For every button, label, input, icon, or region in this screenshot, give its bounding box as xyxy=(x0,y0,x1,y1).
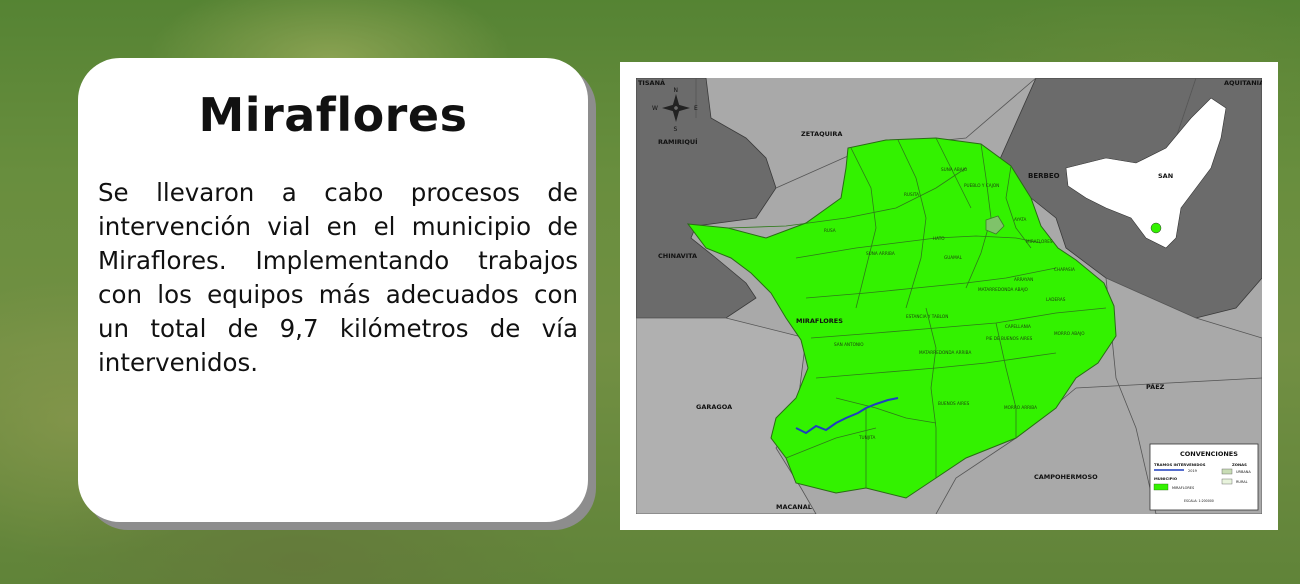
label-campohermoso: CAMPOHERMOSO xyxy=(1034,473,1098,481)
vereda-label: RUSITA xyxy=(904,192,919,197)
label-paez: PÁEZ xyxy=(1146,382,1165,391)
vereda-label: MATARREDONDA ABAJO xyxy=(978,287,1029,292)
map-legend: CONVENCIONES TRAMOS INTERVENIDOS 2019 ZO… xyxy=(1149,443,1259,511)
label-berbeo: BERBEO xyxy=(1028,172,1060,180)
inset-highlight xyxy=(1150,222,1162,234)
legend-year: 2019 xyxy=(1188,469,1197,473)
legend-zonas-label: ZONAS xyxy=(1232,462,1247,467)
vereda-label: TUNJITA xyxy=(858,435,875,440)
legend-rural: RURAL xyxy=(1236,480,1248,484)
compass-w-label: W xyxy=(652,105,658,112)
inset-department-map xyxy=(1065,97,1227,249)
vereda-label: PIE DE BUENOS AIRES xyxy=(986,336,1033,341)
vereda-label: SAN ANTONIO xyxy=(834,342,864,347)
vereda-label: MATARREDONDA ARRIBA xyxy=(919,350,972,355)
card-description: Se llevaron a cabo procesos de intervenc… xyxy=(98,178,578,377)
urban-zone xyxy=(985,215,1005,235)
vereda-label: MIRAFLORES xyxy=(1026,239,1053,244)
label-garagoa: GARAGOA xyxy=(696,403,732,411)
vereda-label: PUEBLO Y CAJON xyxy=(964,183,999,188)
legend-urbana: URBANA xyxy=(1236,470,1251,474)
compass-n-label: N xyxy=(674,87,679,94)
vereda-label: RUSA xyxy=(824,228,836,233)
boundary-line xyxy=(1075,377,1262,389)
vereda-label: MORRO ABAJO xyxy=(1054,331,1085,336)
compass-s-label: S xyxy=(674,126,678,133)
vereda-label: MORRO ARRIBA xyxy=(1004,405,1037,410)
legend-miraflores: MIRAFLORES xyxy=(1172,486,1195,490)
label-chinavita: CHINAVITA xyxy=(658,252,697,260)
vereda-boundaries xyxy=(727,137,1107,488)
label-macanal: MACANAL xyxy=(776,503,812,511)
vereda-label: BUENOS AIRES xyxy=(938,401,970,406)
label-zetaquira: ZETAQUIRA xyxy=(801,130,842,138)
miraflores-municipality xyxy=(686,137,1117,499)
label-ramiriqui: RAMIRIQUÍ xyxy=(658,137,698,146)
label-miraflores-municipality: MIRAFLORES xyxy=(796,317,843,325)
map-frame: N S E W TISANÁ AQUITANIA RAMIRIQUÍ ZETAQ… xyxy=(620,62,1278,530)
compass-e-label: E xyxy=(694,105,698,112)
vereda-label: AYATA xyxy=(1014,217,1027,222)
vereda-label: ESTANCIA Y TABLON xyxy=(906,314,948,319)
vereda-label: LADERAS xyxy=(1046,297,1066,302)
label-san: SAN xyxy=(1158,172,1173,180)
vereda-label: HATO xyxy=(933,236,945,241)
compass-icon: N S E W xyxy=(652,87,698,133)
card-title: Miraflores xyxy=(198,88,468,142)
info-card: Miraflores Se llevaron a cabo procesos d… xyxy=(78,58,588,522)
vereda-label: CAPELLANIA xyxy=(1005,324,1031,329)
legend-title: CONVENCIONES xyxy=(1180,450,1238,458)
vereda-label: SUNA ARRIBA xyxy=(866,251,895,256)
intervened-road xyxy=(795,397,899,435)
label-aquitania: AQUITANIA xyxy=(1224,79,1262,87)
vereda-label: CHAPASIA xyxy=(1054,267,1075,272)
vereda-label: ARRAYAN xyxy=(1014,277,1033,282)
vereda-label: SUNA ABAJO xyxy=(941,167,968,172)
legend-municipio-label: MUNICIPIO xyxy=(1154,476,1178,481)
legend-tramos-label: TRAMOS INTERVENIDOS xyxy=(1154,462,1206,467)
neighbor-garagoa-region xyxy=(636,317,817,514)
vereda-label: GUAMAL xyxy=(944,255,963,260)
legend-scale: ESCALA: 1:200000 xyxy=(1184,499,1214,503)
label-tisana: TISANÁ xyxy=(638,78,665,87)
municipality-map: N S E W TISANÁ AQUITANIA RAMIRIQUÍ ZETAQ… xyxy=(636,78,1262,514)
